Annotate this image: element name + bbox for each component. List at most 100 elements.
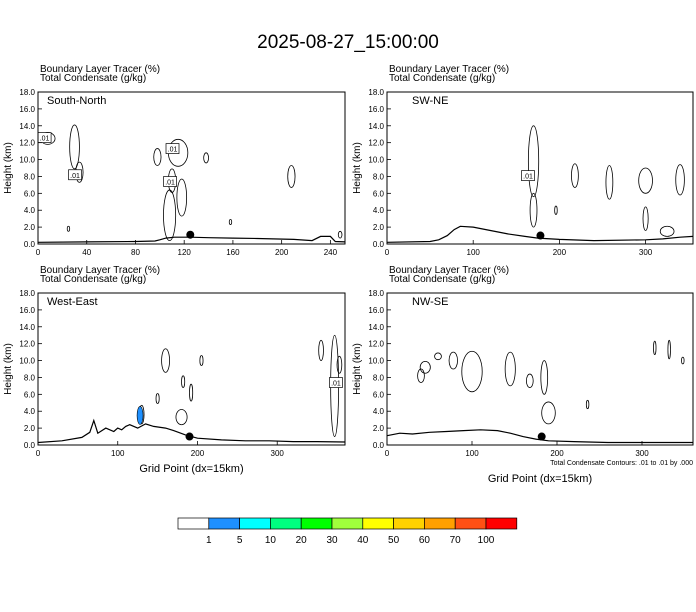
panel-label: West-East	[47, 296, 98, 308]
panel-header-line1: Boundary Layer Tracer (%)	[40, 64, 160, 75]
y-tick-label: 4.0	[24, 407, 36, 416]
contour-label: .01	[70, 173, 80, 180]
y-axis-label: Height (km)	[352, 343, 363, 395]
condensate-contour	[175, 409, 188, 426]
y-tick-label: 12.0	[368, 139, 384, 148]
contour-label-box	[329, 377, 343, 388]
y-tick-label: 16.0	[19, 306, 35, 315]
x-tick-label: 40	[82, 248, 91, 257]
condensate-contour	[419, 360, 431, 374]
plot-frame	[386, 292, 694, 446]
panel-header-line1: Boundary Layer Tracer (%)	[389, 265, 509, 276]
colorbar-label: 1	[206, 535, 212, 546]
location-marker	[186, 230, 195, 239]
contour-label: .01	[523, 174, 533, 181]
x-tick-label: 100	[465, 449, 479, 458]
y-tick-label: 2.0	[24, 223, 36, 232]
colorbar-label: 100	[478, 535, 495, 546]
y-tick-label: 16.0	[368, 105, 384, 114]
y-tick-label: 8.0	[24, 172, 36, 181]
y-tick-label: 8.0	[373, 373, 385, 382]
y-tick-label: 14.0	[368, 122, 384, 131]
y-tick-label: 18.0	[368, 289, 384, 298]
condensate-contour	[434, 352, 442, 361]
colorbar-swatch	[300, 517, 333, 530]
panel-header-line2: Total Condensate (g/kg)	[389, 73, 495, 84]
panel-header-line1: Boundary Layer Tracer (%)	[40, 265, 160, 276]
y-tick-label: 6.0	[373, 390, 385, 399]
x-axis-label: Grid Point (dx=15km)	[488, 473, 592, 485]
condensate-contour	[69, 124, 80, 170]
y-tick-label: 6.0	[373, 189, 385, 198]
colorbar-swatch	[208, 517, 240, 530]
y-tick-label: 18.0	[368, 88, 384, 97]
x-tick-label: 0	[36, 449, 41, 458]
condensate-contour	[638, 167, 653, 194]
condensate-contour	[203, 152, 209, 164]
condensate-contour	[336, 355, 343, 374]
contour-label: .01	[331, 381, 341, 388]
colorbar-label: 40	[357, 535, 369, 546]
terrain-line	[386, 225, 694, 243]
location-marker	[536, 231, 545, 240]
plot-frame	[386, 91, 694, 245]
condensate-contour	[318, 339, 324, 361]
panel-header-line2: Total Condensate (g/kg)	[40, 274, 146, 285]
x-tick-label: 80	[131, 248, 140, 257]
panel-2: Boundary Layer Tracer (%)Total Condensat…	[3, 265, 346, 475]
y-tick-label: 14.0	[19, 122, 35, 131]
contour-label: .01	[40, 136, 50, 143]
y-tick-label: 8.0	[373, 172, 385, 181]
y-tick-label: 0.0	[373, 441, 385, 450]
condensate-contour	[527, 125, 540, 198]
plot-frame	[37, 292, 346, 446]
x-axis-label: Grid Point (dx=15km)	[139, 463, 243, 475]
condensate-contour	[417, 368, 425, 383]
plot-frame	[37, 91, 346, 245]
x-tick-label: 200	[553, 248, 567, 257]
colorbar: 1 5 10 20 30 40 50 60 70 100	[177, 517, 518, 546]
colorbar-swatch	[393, 517, 425, 530]
condensate-contour	[554, 205, 558, 215]
condensate-contour	[176, 178, 188, 217]
y-tick-label: 2.0	[373, 223, 385, 232]
location-marker	[537, 432, 546, 441]
condensate-contour	[585, 399, 590, 410]
x-tick-label: 300	[639, 248, 653, 257]
colorbar-label: 20	[296, 535, 308, 546]
contour-label-box	[68, 169, 82, 181]
colorbar-label: 50	[388, 535, 400, 546]
y-tick-label: 0.0	[373, 240, 385, 249]
colorbar-swatch	[454, 517, 487, 530]
y-tick-label: 4.0	[24, 206, 36, 215]
condensate-contour	[461, 350, 483, 393]
y-tick-label: 2.0	[24, 424, 36, 433]
y-tick-label: 10.0	[368, 156, 384, 165]
x-tick-label: 160	[226, 248, 240, 257]
panel-header-line2: Total Condensate (g/kg)	[389, 274, 495, 285]
condensate-contour	[605, 165, 614, 200]
x-tick-label: 200	[191, 449, 205, 458]
y-tick-label: 4.0	[373, 206, 385, 215]
x-tick-label: 0	[385, 248, 390, 257]
y-tick-label: 4.0	[373, 407, 385, 416]
condensate-contour	[540, 360, 549, 395]
contour-label-box	[165, 143, 180, 154]
condensate-contour	[681, 356, 685, 365]
colorbar-label: 10	[265, 535, 277, 546]
y-tick-label: 16.0	[19, 105, 35, 114]
y-tick-label: 0.0	[24, 240, 36, 249]
condensate-contour	[667, 339, 671, 360]
condensate-contour	[448, 351, 458, 370]
condensate-contour	[504, 351, 516, 387]
x-tick-label: 200	[275, 248, 289, 257]
contour-label: .01	[165, 180, 175, 187]
x-tick-label: 240	[324, 248, 338, 257]
condensate-contour	[163, 189, 177, 242]
colorbar-swatch	[177, 517, 210, 530]
y-tick-label: 12.0	[19, 340, 35, 349]
x-tick-label: 300	[635, 449, 649, 458]
colorbar-swatch	[485, 517, 518, 530]
panels: Boundary Layer Tracer (%)Total Condensat…	[3, 64, 694, 485]
